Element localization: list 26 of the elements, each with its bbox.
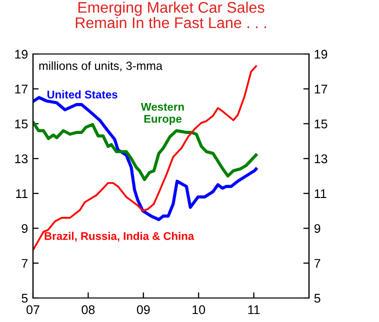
- y-tick-label: 15: [15, 120, 28, 128]
- y2-tick-label: 5: [314, 294, 320, 303]
- y-tick-label: 11: [16, 189, 28, 198]
- y-tick-label: 9: [22, 224, 28, 233]
- y-tick-label: 19: [15, 50, 28, 59]
- y-tick-label: 13: [15, 154, 28, 164]
- y2-tick-label: 13: [314, 154, 328, 164]
- series-label: Western Europe: [140, 103, 184, 125]
- annotation: millions of units, 3-mma: [39, 61, 163, 72]
- series-label: Brazil, Russia, India & China: [44, 232, 194, 242]
- y2-tick-label: 19: [314, 50, 328, 59]
- y2-tick-label: 11: [314, 189, 326, 198]
- y2-tick-label: 15: [314, 120, 328, 128]
- y2-tick-label: 9: [314, 224, 320, 233]
- x-tick-label: 10: [192, 305, 206, 314]
- x-tick-label: 11: [248, 305, 260, 314]
- x-tick-label: 07: [26, 305, 40, 314]
- y-tick-label: 5: [22, 294, 28, 303]
- series-label: United States: [47, 90, 118, 98]
- x-tick-label: 08: [82, 305, 95, 314]
- y2-tick-label: 7: [314, 259, 320, 268]
- y2-tick-label: 17: [314, 84, 328, 94]
- chart-title: Emerging Market Car Sales Remain In the Fast Lane . . .: [76, 2, 266, 28]
- x-tick-label: 09: [136, 305, 150, 314]
- y-tick-label: 7: [22, 259, 28, 268]
- y-tick-label: 17: [15, 84, 28, 94]
